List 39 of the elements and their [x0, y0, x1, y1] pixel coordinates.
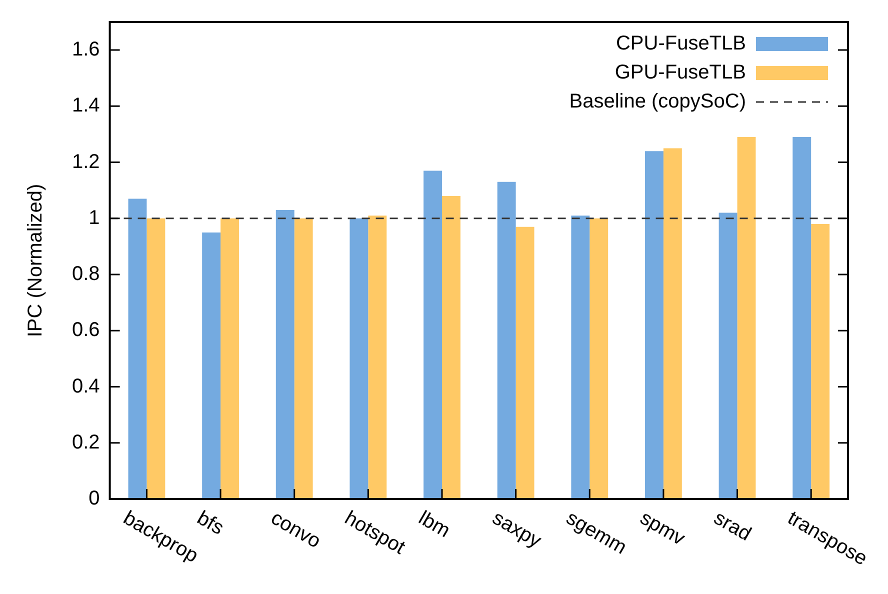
y-axis-title: IPC (Normalized): [24, 184, 47, 338]
y-tick-label: 1.6: [72, 38, 100, 61]
legend-label: Baseline (copySoC): [569, 90, 746, 113]
bar: [663, 148, 682, 499]
bar: [146, 218, 166, 499]
bar: [497, 182, 516, 499]
bar: [294, 218, 313, 499]
y-tick-label: 0.6: [72, 319, 100, 342]
y-tick-label: 1.2: [72, 150, 100, 173]
y-tick-label: 0.2: [72, 431, 100, 454]
x-tick-label: convo: [267, 507, 324, 553]
bar: [202, 232, 221, 499]
bar: [590, 218, 608, 499]
bar: [220, 218, 239, 499]
x-tick-label: spmv: [636, 507, 689, 550]
bar: [276, 210, 294, 499]
y-tick-label: 1.4: [72, 94, 100, 117]
legend-label: GPU-FuseTLB: [614, 62, 746, 84]
bar: [424, 170, 442, 499]
x-tick-label: srad: [710, 507, 755, 546]
y-tick-label: 0.8: [72, 263, 100, 286]
bar: [811, 224, 830, 499]
bar: [737, 137, 756, 499]
y-tick-label: 1: [88, 206, 100, 229]
y-tick-label: 0.4: [72, 375, 100, 398]
bar: [718, 212, 738, 499]
x-tick-label: saxpy: [488, 507, 545, 552]
bar: [350, 218, 368, 499]
bar: [368, 216, 387, 499]
bar: [571, 216, 590, 499]
legend-label: CPU-FuseTLB: [616, 32, 746, 55]
x-tick-label: bfs: [193, 507, 228, 540]
bar: [516, 226, 534, 499]
bar: [792, 137, 812, 499]
x-tick-label: lbm: [414, 507, 454, 542]
y-tick-label: 0: [88, 488, 100, 510]
bar: [442, 196, 460, 499]
bar: [644, 151, 664, 499]
bar: [128, 198, 147, 499]
